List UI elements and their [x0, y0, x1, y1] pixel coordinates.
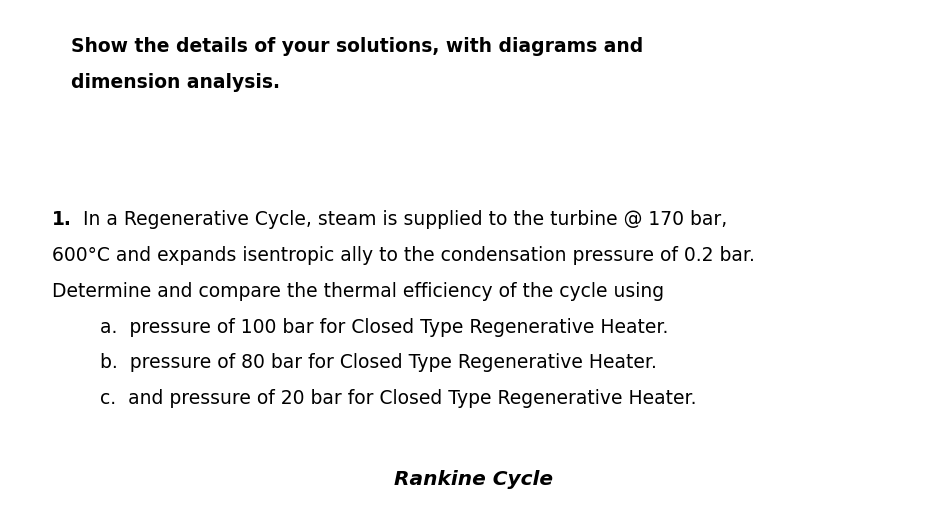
Text: b.  pressure of 80 bar for Closed Type Regenerative Heater.: b. pressure of 80 bar for Closed Type Re… [100, 353, 656, 372]
Text: a.  pressure of 100 bar for Closed Type Regenerative Heater.: a. pressure of 100 bar for Closed Type R… [100, 318, 668, 337]
Text: Determine and compare the thermal efficiency of the cycle using: Determine and compare the thermal effici… [52, 282, 665, 301]
Text: 1.: 1. [52, 210, 72, 229]
Text: dimension analysis.: dimension analysis. [71, 73, 280, 92]
Text: Show the details of your solutions, with diagrams and: Show the details of your solutions, with… [71, 37, 644, 56]
Text: In a Regenerative Cycle, steam is supplied to the turbine @ 170 bar,: In a Regenerative Cycle, steam is suppli… [83, 210, 728, 229]
Text: 600°C and expands isentropic ally to the condensation pressure of 0.2 bar.: 600°C and expands isentropic ally to the… [52, 246, 755, 265]
Text: Rankine Cycle: Rankine Cycle [394, 470, 554, 489]
Text: c.  and pressure of 20 bar for Closed Type Regenerative Heater.: c. and pressure of 20 bar for Closed Typ… [100, 389, 696, 408]
